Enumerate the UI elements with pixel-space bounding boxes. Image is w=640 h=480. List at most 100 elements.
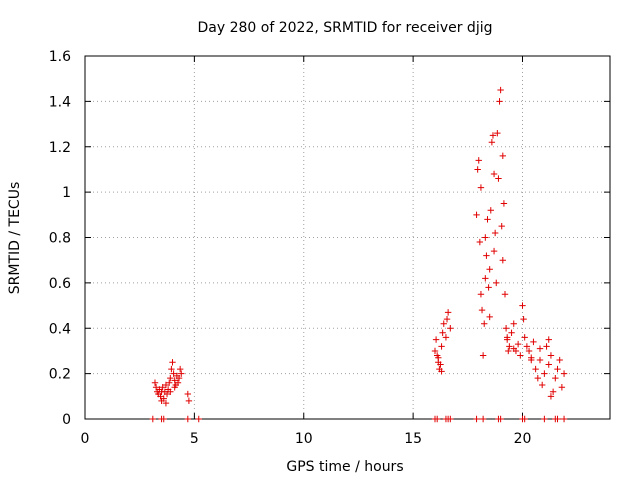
data-point (486, 313, 493, 321)
data-point (447, 415, 454, 423)
data-point (536, 345, 544, 352)
data-point (496, 98, 503, 105)
y-tick-label: 1.2 (49, 140, 71, 156)
data-point (499, 256, 507, 264)
data-point (482, 275, 489, 282)
data-point (541, 370, 548, 377)
data-point (558, 384, 566, 391)
data-point (162, 399, 170, 407)
data-point (494, 129, 501, 137)
data-point (554, 415, 561, 423)
data-point (433, 415, 441, 423)
data-point (431, 347, 439, 355)
data-point (439, 329, 446, 336)
data-point (488, 139, 496, 146)
y-tick-label: 0 (62, 412, 71, 428)
data-point (521, 334, 528, 341)
data-point (493, 279, 500, 287)
data-point (477, 184, 485, 191)
data-point (438, 343, 445, 350)
data-point (157, 393, 164, 400)
data-point (178, 370, 185, 377)
data-point (152, 384, 160, 391)
data-point (487, 207, 494, 214)
x-axis-label: GPS time / hours (286, 459, 403, 475)
data-point (523, 343, 531, 350)
data-point (160, 415, 167, 423)
data-point (491, 229, 499, 237)
data-point (498, 222, 505, 230)
data-point (495, 175, 502, 182)
data-point (479, 352, 487, 359)
y-tick-label: 1.6 (49, 49, 71, 65)
data-point (505, 347, 512, 355)
data-point (538, 381, 546, 389)
data-point (432, 336, 440, 343)
data-point (168, 365, 175, 373)
y-tick-label: 0.2 (49, 367, 71, 383)
data-point (473, 415, 480, 423)
data-point (473, 211, 480, 219)
data-point (479, 415, 487, 423)
y-tick-label: 1 (62, 185, 71, 201)
data-point (158, 397, 165, 405)
data-point (486, 266, 493, 273)
data-point (443, 315, 451, 323)
data-point (503, 334, 511, 341)
data-point (169, 359, 176, 366)
data-point (184, 390, 192, 398)
data-point (534, 374, 542, 382)
data-point (490, 247, 498, 255)
data-point (501, 291, 509, 298)
data-point (560, 370, 568, 377)
data-point (171, 384, 178, 391)
data-point (508, 329, 515, 336)
data-point (483, 252, 490, 259)
data-point (489, 132, 497, 139)
data-point (167, 374, 174, 382)
data-point (166, 379, 173, 386)
data-point (532, 365, 539, 373)
data-point (517, 352, 524, 359)
data-point (560, 415, 568, 423)
data-point (514, 340, 522, 348)
data-point (440, 320, 447, 327)
data-point (484, 216, 491, 223)
data-point (481, 320, 488, 327)
y-tick-label: 0.4 (49, 321, 71, 337)
data-point (556, 356, 563, 364)
y-tick-label: 0.6 (49, 276, 71, 292)
data-point (525, 347, 533, 355)
data-point (510, 320, 517, 327)
x-tick-label: 5 (190, 431, 199, 447)
data-point (478, 306, 486, 314)
data-point (184, 415, 192, 423)
data-point (149, 415, 157, 423)
data-point (476, 238, 484, 246)
data-point (554, 365, 561, 373)
grid (85, 56, 610, 419)
data-point (477, 291, 485, 298)
x-tick-label: 20 (514, 431, 532, 447)
data-point (447, 325, 454, 332)
data-point (499, 152, 507, 160)
data-point (552, 374, 559, 382)
data-point (444, 309, 452, 316)
data-point (521, 415, 528, 423)
data-point (437, 361, 444, 368)
data-point (536, 356, 544, 364)
data-point (151, 379, 159, 386)
y-axis-label: SRMTID / TECUs (7, 182, 23, 295)
data-point (497, 86, 504, 94)
data-point (167, 388, 174, 395)
data-point (541, 415, 548, 423)
data-point (545, 361, 552, 368)
data-point (528, 356, 535, 364)
data-point (512, 347, 520, 355)
data-point (176, 365, 184, 373)
data-point (482, 234, 489, 241)
x-tick-label: 15 (404, 431, 422, 447)
data-point (171, 377, 178, 384)
data-point (520, 315, 527, 323)
